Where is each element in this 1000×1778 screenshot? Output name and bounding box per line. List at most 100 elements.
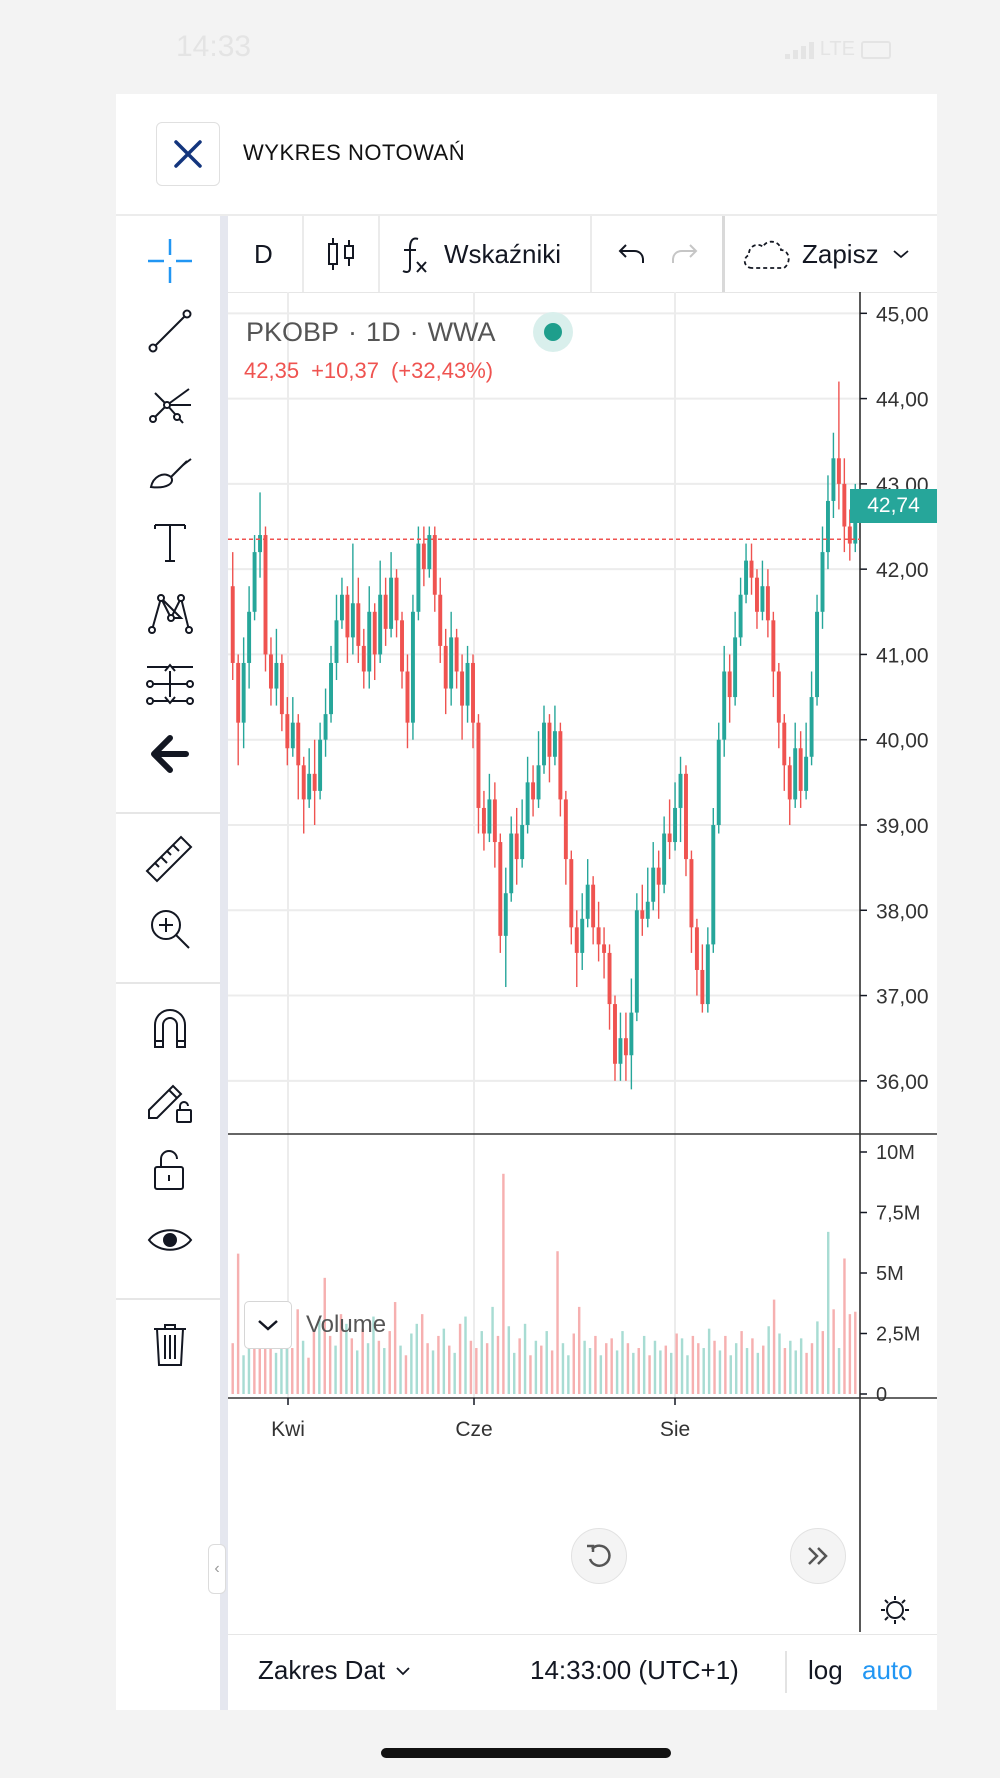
trend-line-tool[interactable] [138, 303, 202, 359]
pitchfork-tool[interactable] [138, 374, 202, 430]
timezone-button[interactable]: 14:33:00 (UTC+1) [530, 1655, 739, 1685]
expand-handle[interactable]: ‹ [208, 1544, 226, 1594]
log-scale-button[interactable]: log [808, 1655, 843, 1685]
drawings-lock-tool[interactable] [138, 1071, 202, 1127]
magnet-tool[interactable] [138, 1000, 202, 1056]
candle-body [454, 637, 459, 672]
candle-body [542, 722, 546, 766]
candle-body [613, 1004, 617, 1064]
indicators-button[interactable]: Wskaźniki [398, 216, 561, 292]
volume-bar [778, 1333, 781, 1394]
reset-icon [587, 1544, 611, 1567]
volume-bar [540, 1345, 543, 1394]
chevron-down-icon [893, 250, 909, 259]
candle-body [307, 773, 312, 800]
candle-body [449, 637, 454, 689]
market-status-icon[interactable] [532, 312, 573, 352]
candle-body [329, 662, 333, 715]
volume-bar [577, 1306, 581, 1394]
back-arrow-icon [151, 735, 189, 773]
interval-button[interactable]: D [254, 238, 273, 269]
candle-body [345, 594, 350, 638]
scroll-to-realtime-button[interactable] [790, 1528, 846, 1584]
ruler-tool[interactable] [138, 830, 202, 886]
volume-bar [383, 1348, 386, 1394]
chart-settings-button[interactable] [860, 1590, 930, 1630]
volume-bar [318, 1318, 321, 1394]
lock-tool[interactable] [138, 1142, 202, 1198]
legend-last: 42,35 [244, 358, 300, 383]
candle-body [689, 859, 694, 928]
hide-toolbar-button[interactable] [138, 726, 202, 782]
candle-body [531, 782, 536, 800]
candle-body [547, 722, 552, 757]
volume-bar [426, 1343, 429, 1394]
pencil-lock-icon [148, 1084, 192, 1123]
chart-type-button[interactable] [324, 216, 358, 292]
redo-button[interactable] [670, 216, 700, 292]
visibility-tool[interactable] [138, 1212, 202, 1268]
chart-area[interactable]: 45,00 44,00 43,00 42,00 41,00 40,00 39,00 38,00… [228, 292, 937, 1632]
y-tick-label: 39,00 [876, 815, 929, 838]
eye-icon [147, 1229, 193, 1251]
volume-bar [301, 1340, 305, 1394]
candle-body [421, 543, 426, 570]
legend-interval: 1D [366, 316, 401, 347]
legend-change-pct: (+32,43%) [390, 358, 494, 383]
candle-body [334, 620, 339, 663]
volume-bar [253, 1333, 256, 1394]
close-button[interactable] [156, 122, 220, 186]
candle-body [394, 577, 399, 621]
volume-bar [236, 1253, 240, 1394]
save-button[interactable]: Zapisz [740, 216, 879, 292]
candle-body [498, 842, 503, 936]
candle-body [596, 927, 601, 945]
volume-bar [274, 1352, 278, 1394]
status-time: 14:33 [176, 30, 252, 63]
chart-legend: PKOBP · 1D · WWA [246, 312, 573, 352]
candle-body [749, 560, 754, 578]
candle-body [602, 944, 607, 953]
battery-icon [861, 40, 891, 59]
network-type: LTE [819, 38, 855, 60]
brush-tool[interactable] [138, 444, 202, 500]
volume-bar [734, 1343, 738, 1394]
volume-bar [377, 1340, 381, 1394]
volume-bar [816, 1321, 819, 1394]
y-tick-label: 45,00 [876, 303, 929, 326]
volume-bar [821, 1331, 825, 1394]
pattern-tool[interactable] [138, 585, 202, 641]
volume-bar [605, 1343, 608, 1394]
y-tick-label: 42,00 [876, 559, 929, 582]
text-tool[interactable] [138, 514, 202, 570]
zoom-in-tool[interactable] [138, 901, 202, 957]
measure-lines-tool[interactable] [138, 656, 202, 712]
chevron-left-icon: ‹ [214, 1560, 220, 1577]
save-menu-button[interactable] [892, 216, 910, 292]
auto-scale-button[interactable]: auto [862, 1655, 913, 1685]
candle-body [793, 748, 798, 800]
date-range-label: Zakres Dat [258, 1655, 386, 1685]
price-chart[interactable]: 45,0044,0043,0042,0041,0040,0039,0038,00… [228, 292, 937, 1632]
current-price-value: 42,74 [867, 494, 920, 518]
volume-bar [762, 1345, 765, 1394]
remove-drawings-tool[interactable] [138, 1316, 202, 1372]
collapse-volume-button[interactable] [244, 1301, 292, 1349]
crosshair-tool[interactable] [138, 233, 202, 289]
date-range-button[interactable]: Zakres Dat [258, 1655, 411, 1686]
reset-chart-button[interactable] [571, 1528, 627, 1584]
undo-button[interactable] [616, 216, 646, 292]
volume-bar [258, 1321, 261, 1394]
volume-bar [854, 1311, 857, 1394]
toolbar-divider [116, 812, 220, 814]
candle-body [776, 671, 781, 723]
volume-bar [713, 1340, 716, 1394]
function-icon [402, 237, 427, 273]
candle-body [853, 509, 858, 544]
volume-bar [724, 1335, 727, 1394]
candle-body [798, 748, 803, 791]
magnet-icon [154, 1009, 186, 1048]
volume-bar [810, 1343, 814, 1394]
volume-bar [312, 1331, 316, 1394]
volume-bar [469, 1340, 473, 1394]
